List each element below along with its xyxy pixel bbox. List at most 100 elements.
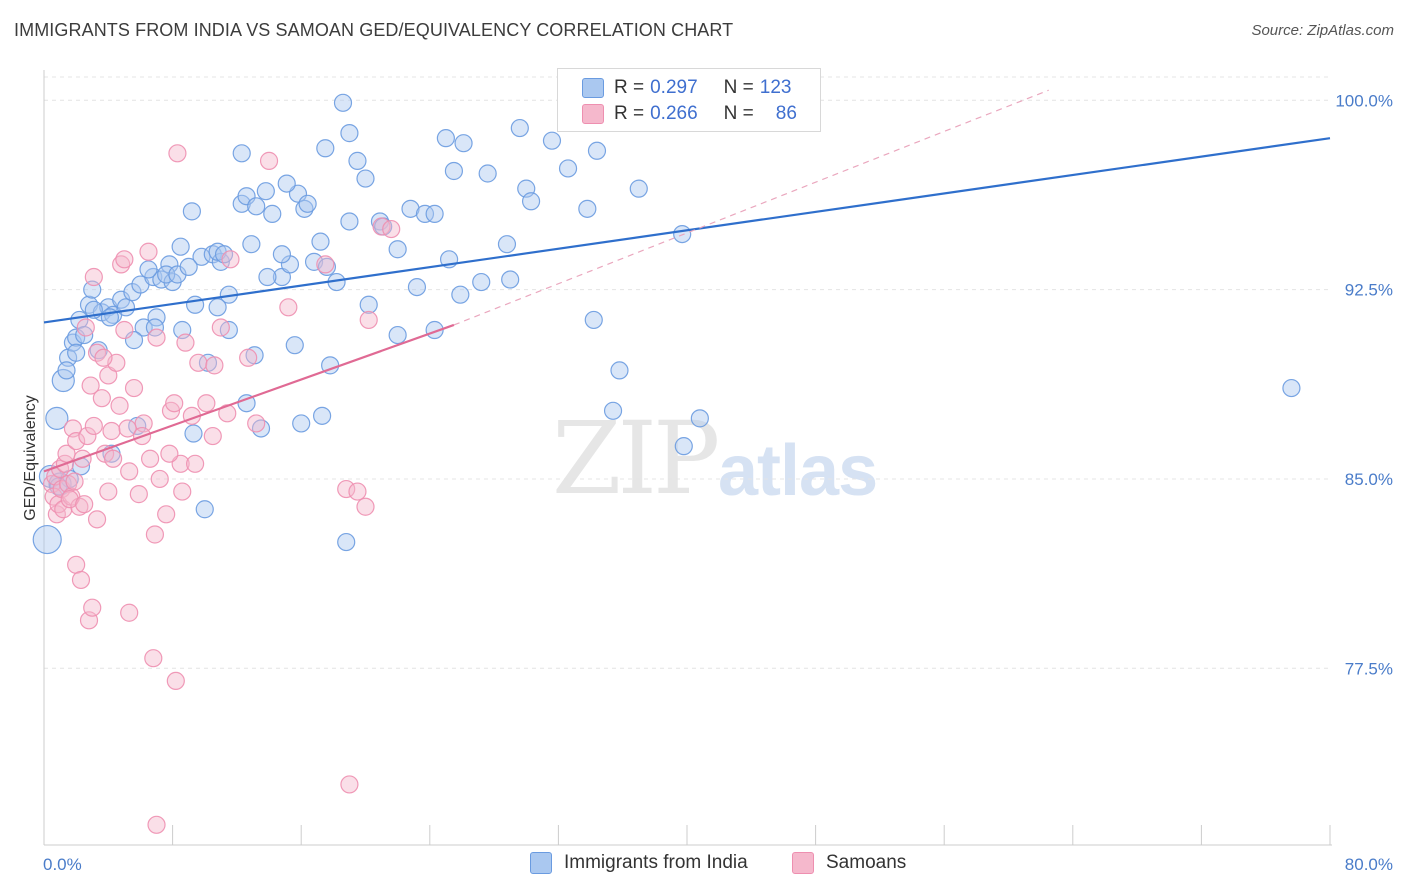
- india-point: [311, 232, 330, 251]
- axis-layer: [43, 70, 1332, 846]
- india-point: [425, 204, 444, 223]
- india-point: [139, 260, 158, 279]
- samoan-point: [60, 490, 79, 509]
- samoan-point: [83, 598, 102, 617]
- legend-n-value: 123: [759, 77, 792, 98]
- samoan-point: [150, 469, 169, 489]
- india-point: [263, 204, 282, 223]
- samoan-point: [102, 421, 121, 441]
- samoan-point: [356, 497, 375, 516]
- india-point: [171, 237, 190, 256]
- source-credit: Source: ZipAtlas.com: [1251, 22, 1394, 39]
- samoan-point: [65, 472, 84, 491]
- samoan-point: [144, 649, 163, 668]
- india-point: [587, 141, 607, 160]
- samoan-point: [120, 603, 139, 622]
- samoan-point: [259, 151, 279, 170]
- series-label-india: Immigrants from India: [564, 852, 748, 873]
- samoan-point: [147, 815, 166, 834]
- india-point: [510, 118, 529, 138]
- samoan-point: [140, 449, 160, 468]
- samoan-point: [189, 353, 208, 372]
- india-point: [454, 134, 473, 153]
- legend-row-india: R = 0.297 N = 123: [582, 76, 792, 100]
- samoan-point: [160, 444, 179, 463]
- samoan-point: [129, 485, 148, 504]
- india-point: [116, 298, 136, 317]
- samoan-point: [203, 426, 222, 446]
- india-point: [195, 500, 214, 519]
- india-point: [272, 245, 292, 264]
- india-point: [451, 285, 470, 304]
- india-point: [285, 336, 304, 355]
- india-point: [603, 401, 623, 420]
- india-point: [277, 174, 296, 193]
- india-point: [436, 129, 455, 148]
- samoan-point: [94, 348, 113, 367]
- samoan-point: [75, 495, 94, 514]
- india-point: [337, 532, 356, 552]
- series-legend-india[interactable]: Immigrants from India: [530, 852, 748, 874]
- series-label-samoans: Samoans: [826, 852, 907, 873]
- india-point: [356, 169, 375, 188]
- legend-n-value: 86: [775, 103, 797, 124]
- watermark-atlas: atlas: [718, 431, 878, 511]
- watermark-zip: ZIP: [552, 400, 720, 517]
- india-point: [242, 235, 261, 254]
- india-point: [57, 361, 76, 380]
- samoan-point: [99, 482, 118, 501]
- y-tick-label: 77.5%: [1345, 659, 1393, 678]
- india-point: [298, 194, 317, 213]
- points-layer: [32, 93, 1301, 834]
- india-point: [312, 406, 332, 425]
- samoan-point: [197, 394, 216, 413]
- samoan-point: [70, 497, 89, 516]
- samoan-point: [92, 389, 111, 408]
- india-point: [673, 224, 692, 244]
- samoan-point: [348, 482, 367, 501]
- india-point: [1282, 378, 1301, 398]
- x-tick-label-min: 0.0%: [43, 855, 82, 874]
- y-tick-label: 100.0%: [1335, 91, 1393, 110]
- samoan-point: [382, 219, 401, 239]
- legend-row-samoans: R = 0.266 N = 86: [582, 102, 797, 126]
- india-point: [578, 199, 597, 218]
- samoan-point: [110, 396, 129, 415]
- samoan-point: [78, 426, 97, 446]
- samoan-point: [340, 775, 359, 794]
- samoan-point: [115, 320, 134, 340]
- india-point: [186, 295, 205, 314]
- samoan-point: [166, 671, 185, 691]
- india-point: [258, 267, 277, 287]
- stats-legend: R = 0.297 N = 123 R = 0.266 N = 86: [557, 68, 821, 132]
- india-point: [610, 361, 629, 380]
- samoan-trend-extension: [453, 89, 1049, 326]
- legend-swatch-samoans: [582, 104, 604, 124]
- india-point: [388, 240, 407, 259]
- india-point: [674, 437, 693, 456]
- india-point: [192, 247, 211, 266]
- india-point: [32, 524, 62, 555]
- samoan-point: [221, 250, 240, 269]
- samoan-point: [316, 255, 335, 274]
- series-legend-samoans[interactable]: Samoans: [792, 852, 906, 874]
- samoan-point: [139, 242, 158, 261]
- india-point: [340, 124, 359, 143]
- samoan-point: [145, 525, 165, 544]
- label-layer: 77.5% 85.0% 92.5% 100.0% 0.0% 80.0% GED/Equiva…: [22, 91, 1393, 874]
- y-axis-label: GED/Equivalency: [22, 395, 39, 520]
- india-point: [256, 182, 275, 201]
- series-swatch-samoans: [792, 852, 814, 874]
- legend-r-value: 0.297: [650, 77, 698, 98]
- samoan-point: [67, 431, 86, 451]
- india-point: [478, 164, 497, 183]
- legend-r-value: 0.266: [650, 103, 698, 124]
- india-point: [415, 204, 435, 223]
- india-point: [629, 179, 648, 198]
- india-point: [472, 272, 491, 292]
- series-swatch-india: [530, 852, 552, 874]
- india-point: [316, 139, 335, 158]
- samoan-point: [67, 555, 86, 574]
- india-point: [497, 235, 517, 254]
